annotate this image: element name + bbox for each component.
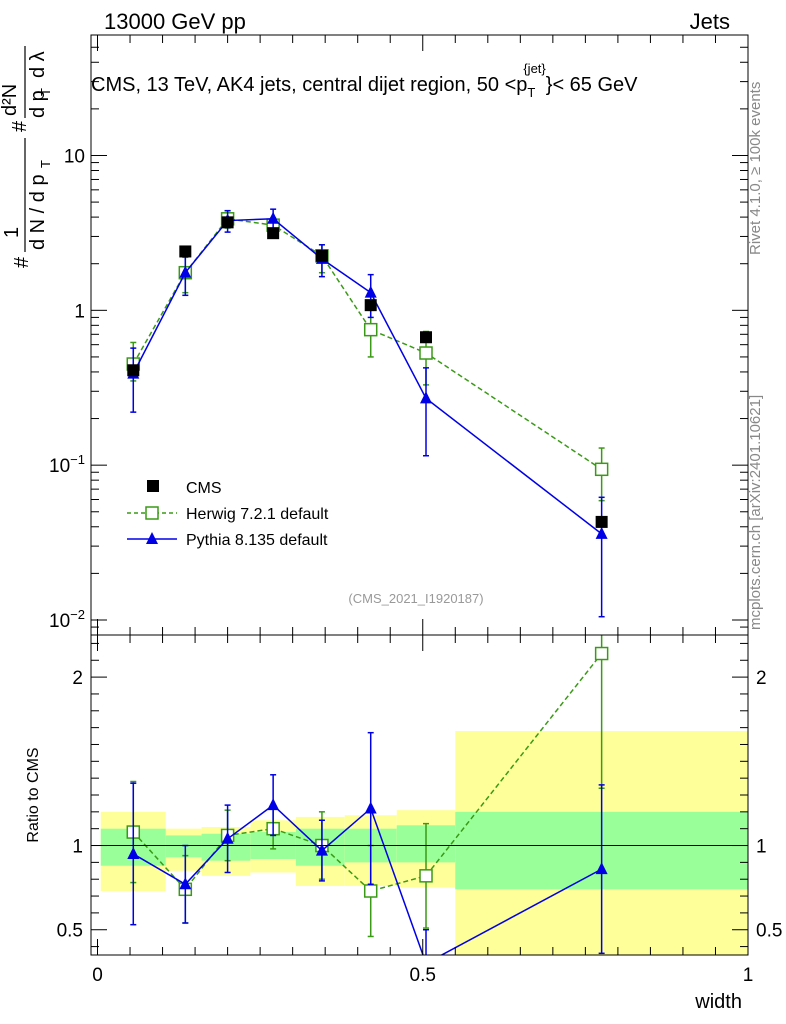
legend-cms-marker — [147, 480, 159, 492]
main-pythia-point — [420, 391, 433, 404]
main-pythia-point — [267, 211, 280, 224]
ratio-herwig-point — [363, 884, 378, 898]
ratio-pythia-point — [364, 801, 377, 814]
ratio-pythia-point — [267, 798, 280, 811]
ratio-herwig-point — [419, 869, 433, 883]
ratio-pythia-point — [127, 846, 140, 859]
y-tick-label-ratio-right: 0.5 — [756, 921, 782, 942]
plot-title: CMS, 13 TeV, AK4 jets, central dijet reg… — [91, 61, 638, 100]
svg-text:1: 1 — [1, 227, 23, 238]
main-herwig-point — [594, 462, 609, 477]
y-axis-label-main: # 1 d N / d p T # d²N d p T d λ — [0, 46, 53, 268]
main-pythia-line — [132, 218, 603, 535]
main-cms-point — [420, 331, 433, 344]
analysis-id-label: (CMS_2021_I1920187) — [348, 591, 483, 606]
main-herwig-line — [132, 218, 603, 470]
x-axis-label: width — [694, 991, 742, 1013]
y-tick-label-ratio: 1 — [72, 837, 83, 858]
main-cms-point — [364, 299, 377, 312]
main-cms-point — [315, 249, 328, 262]
main-cms-point — [595, 515, 608, 528]
x-tick-label: 0.5 — [410, 965, 436, 986]
svg-text:#: # — [11, 256, 33, 268]
svg-text:#: # — [9, 120, 31, 132]
mcplots-source-label: mcplots.cern.ch [arXiv:2401.10621] — [747, 395, 764, 630]
y-tick-label-ratio: 2 — [72, 668, 83, 689]
ratio-pythia-line — [132, 804, 602, 955]
main-cms-point — [179, 245, 192, 258]
ratio-herwig-line — [132, 653, 603, 892]
main-herwig-point — [363, 322, 378, 337]
ratio-pythia-point — [595, 862, 608, 875]
ratio-pythia-point — [221, 831, 234, 844]
legend-pythia-label: Pythia 8.135 default — [186, 532, 328, 549]
band-inner — [165, 835, 202, 858]
svg-text:d²N: d²N — [0, 84, 21, 116]
main-pythia-point — [179, 265, 192, 278]
legend-herwig-marker — [145, 506, 159, 520]
y-tick-label-ratio-right: 1 — [756, 837, 767, 858]
main-cms-point — [127, 364, 140, 377]
x-tick-label: 0 — [92, 965, 103, 986]
main-pythia-point — [364, 285, 377, 298]
y-tick-label-main: 1 — [74, 301, 85, 322]
y-tick-label-main: 10−1 — [49, 452, 85, 477]
legend-cms-label: CMS — [186, 480, 222, 497]
svg-text:T: T — [38, 160, 53, 168]
ratio-pythia-point — [179, 877, 192, 890]
ratio-pythia-point — [315, 843, 328, 856]
legend-herwig-label: Herwig 7.2.1 default — [186, 506, 329, 523]
y-tick-label-main: 10−2 — [49, 607, 85, 632]
y-tick-label-ratio-right: 2 — [756, 668, 767, 689]
ratio-panel-frame — [90, 634, 749, 956]
rivet-version-label: Rivet 4.1.0, ≥ 100k events — [747, 82, 764, 255]
ratio-herwig-point — [594, 646, 609, 661]
x-tick-label: 1 — [743, 965, 754, 986]
svg-text:d N / d p: d N / d p — [27, 174, 49, 250]
y-axis-label-ratio: Ratio to CMS — [25, 747, 42, 842]
header-category-label: Jets — [690, 9, 730, 34]
svg-text:T: T — [38, 88, 53, 96]
legend-pythia-marker — [146, 532, 158, 544]
main-herwig-point — [419, 346, 433, 360]
main-pythia-point — [595, 526, 608, 539]
legend: CMS Herwig 7.2.1 default Pythia 8.135 de… — [127, 480, 329, 549]
main-cms-point — [221, 216, 234, 229]
ratio-uncertainty-bands — [100, 731, 748, 955]
svg-text:d p: d p — [27, 90, 49, 118]
axes-and-ticks: 10−2 10−1 1 10 0.5 0.5 1 1 2 2 0 0.5 1 — [49, 34, 782, 986]
y-tick-label-main: 10 — [64, 146, 85, 167]
header-energy-label: 13000 GeV pp — [104, 9, 246, 34]
main-cms-point — [267, 227, 280, 240]
svg-text:d λ: d λ — [27, 51, 49, 78]
y-tick-label-ratio: 0.5 — [57, 921, 83, 942]
main-panel-marks — [126, 208, 609, 618]
